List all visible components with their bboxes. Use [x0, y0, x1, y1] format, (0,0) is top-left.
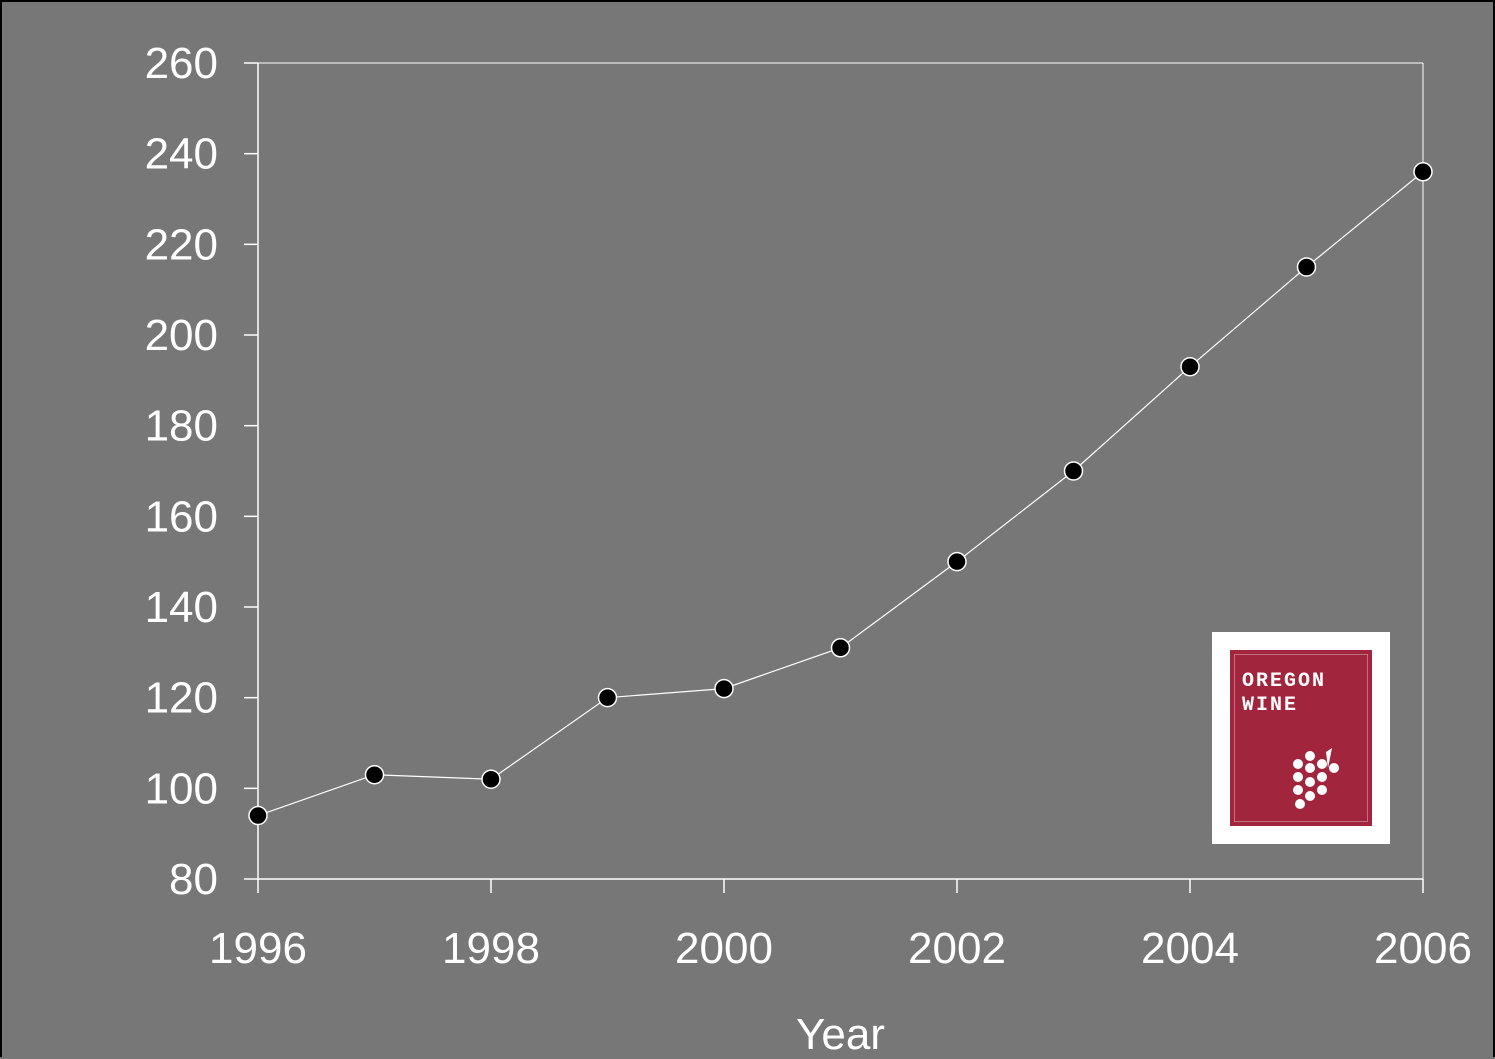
y-tick-label: 180 — [145, 402, 218, 451]
x-tick-label: 2004 — [1141, 924, 1239, 973]
data-point — [597, 687, 618, 708]
data-point — [1413, 162, 1433, 182]
y-tick-label: 140 — [145, 583, 218, 632]
oregon-wine-logo: OREGON WINE — [1212, 632, 1390, 844]
y-tick-label: 240 — [145, 130, 218, 179]
y-tick-label: 220 — [145, 220, 218, 269]
logo-text-line2: WINE — [1242, 694, 1299, 717]
y-tick-label: 80 — [169, 855, 218, 904]
data-point — [1063, 461, 1084, 481]
x-tick-label: 2000 — [675, 924, 773, 973]
x-tick-label: 1996 — [209, 924, 307, 973]
data-point — [714, 678, 734, 699]
x-tick-label: 2006 — [1374, 924, 1472, 973]
x-tick-label: 1998 — [442, 924, 540, 973]
data-point — [1180, 356, 1200, 377]
data-point — [481, 769, 501, 790]
x-tick-label: 2002 — [908, 924, 1006, 973]
y-tick-label: 100 — [145, 764, 218, 813]
data-point — [364, 764, 385, 785]
logo-text-line1: OREGON — [1242, 670, 1327, 693]
y-tick-label: 160 — [145, 492, 218, 541]
y-tick-label: 120 — [145, 674, 218, 723]
grapes-icon — [1293, 748, 1339, 809]
x-axis: 1996 1998 2000 2002 2004 2006 — [209, 878, 1472, 973]
data-point — [947, 551, 967, 572]
data-point — [830, 638, 851, 658]
y-tick-label: 260 — [145, 39, 218, 88]
data-point — [248, 805, 268, 826]
plot-frame — [258, 62, 1424, 879]
logo-badge: OREGON WINE — [1230, 650, 1372, 826]
y-tick-label: 200 — [145, 311, 218, 360]
data-point — [1296, 257, 1317, 277]
data-series — [248, 162, 1433, 826]
y-axis: 80 100 120 140 160 180 200 220 240 260 — [145, 39, 259, 904]
x-axis-title: Year — [796, 1010, 885, 1059]
